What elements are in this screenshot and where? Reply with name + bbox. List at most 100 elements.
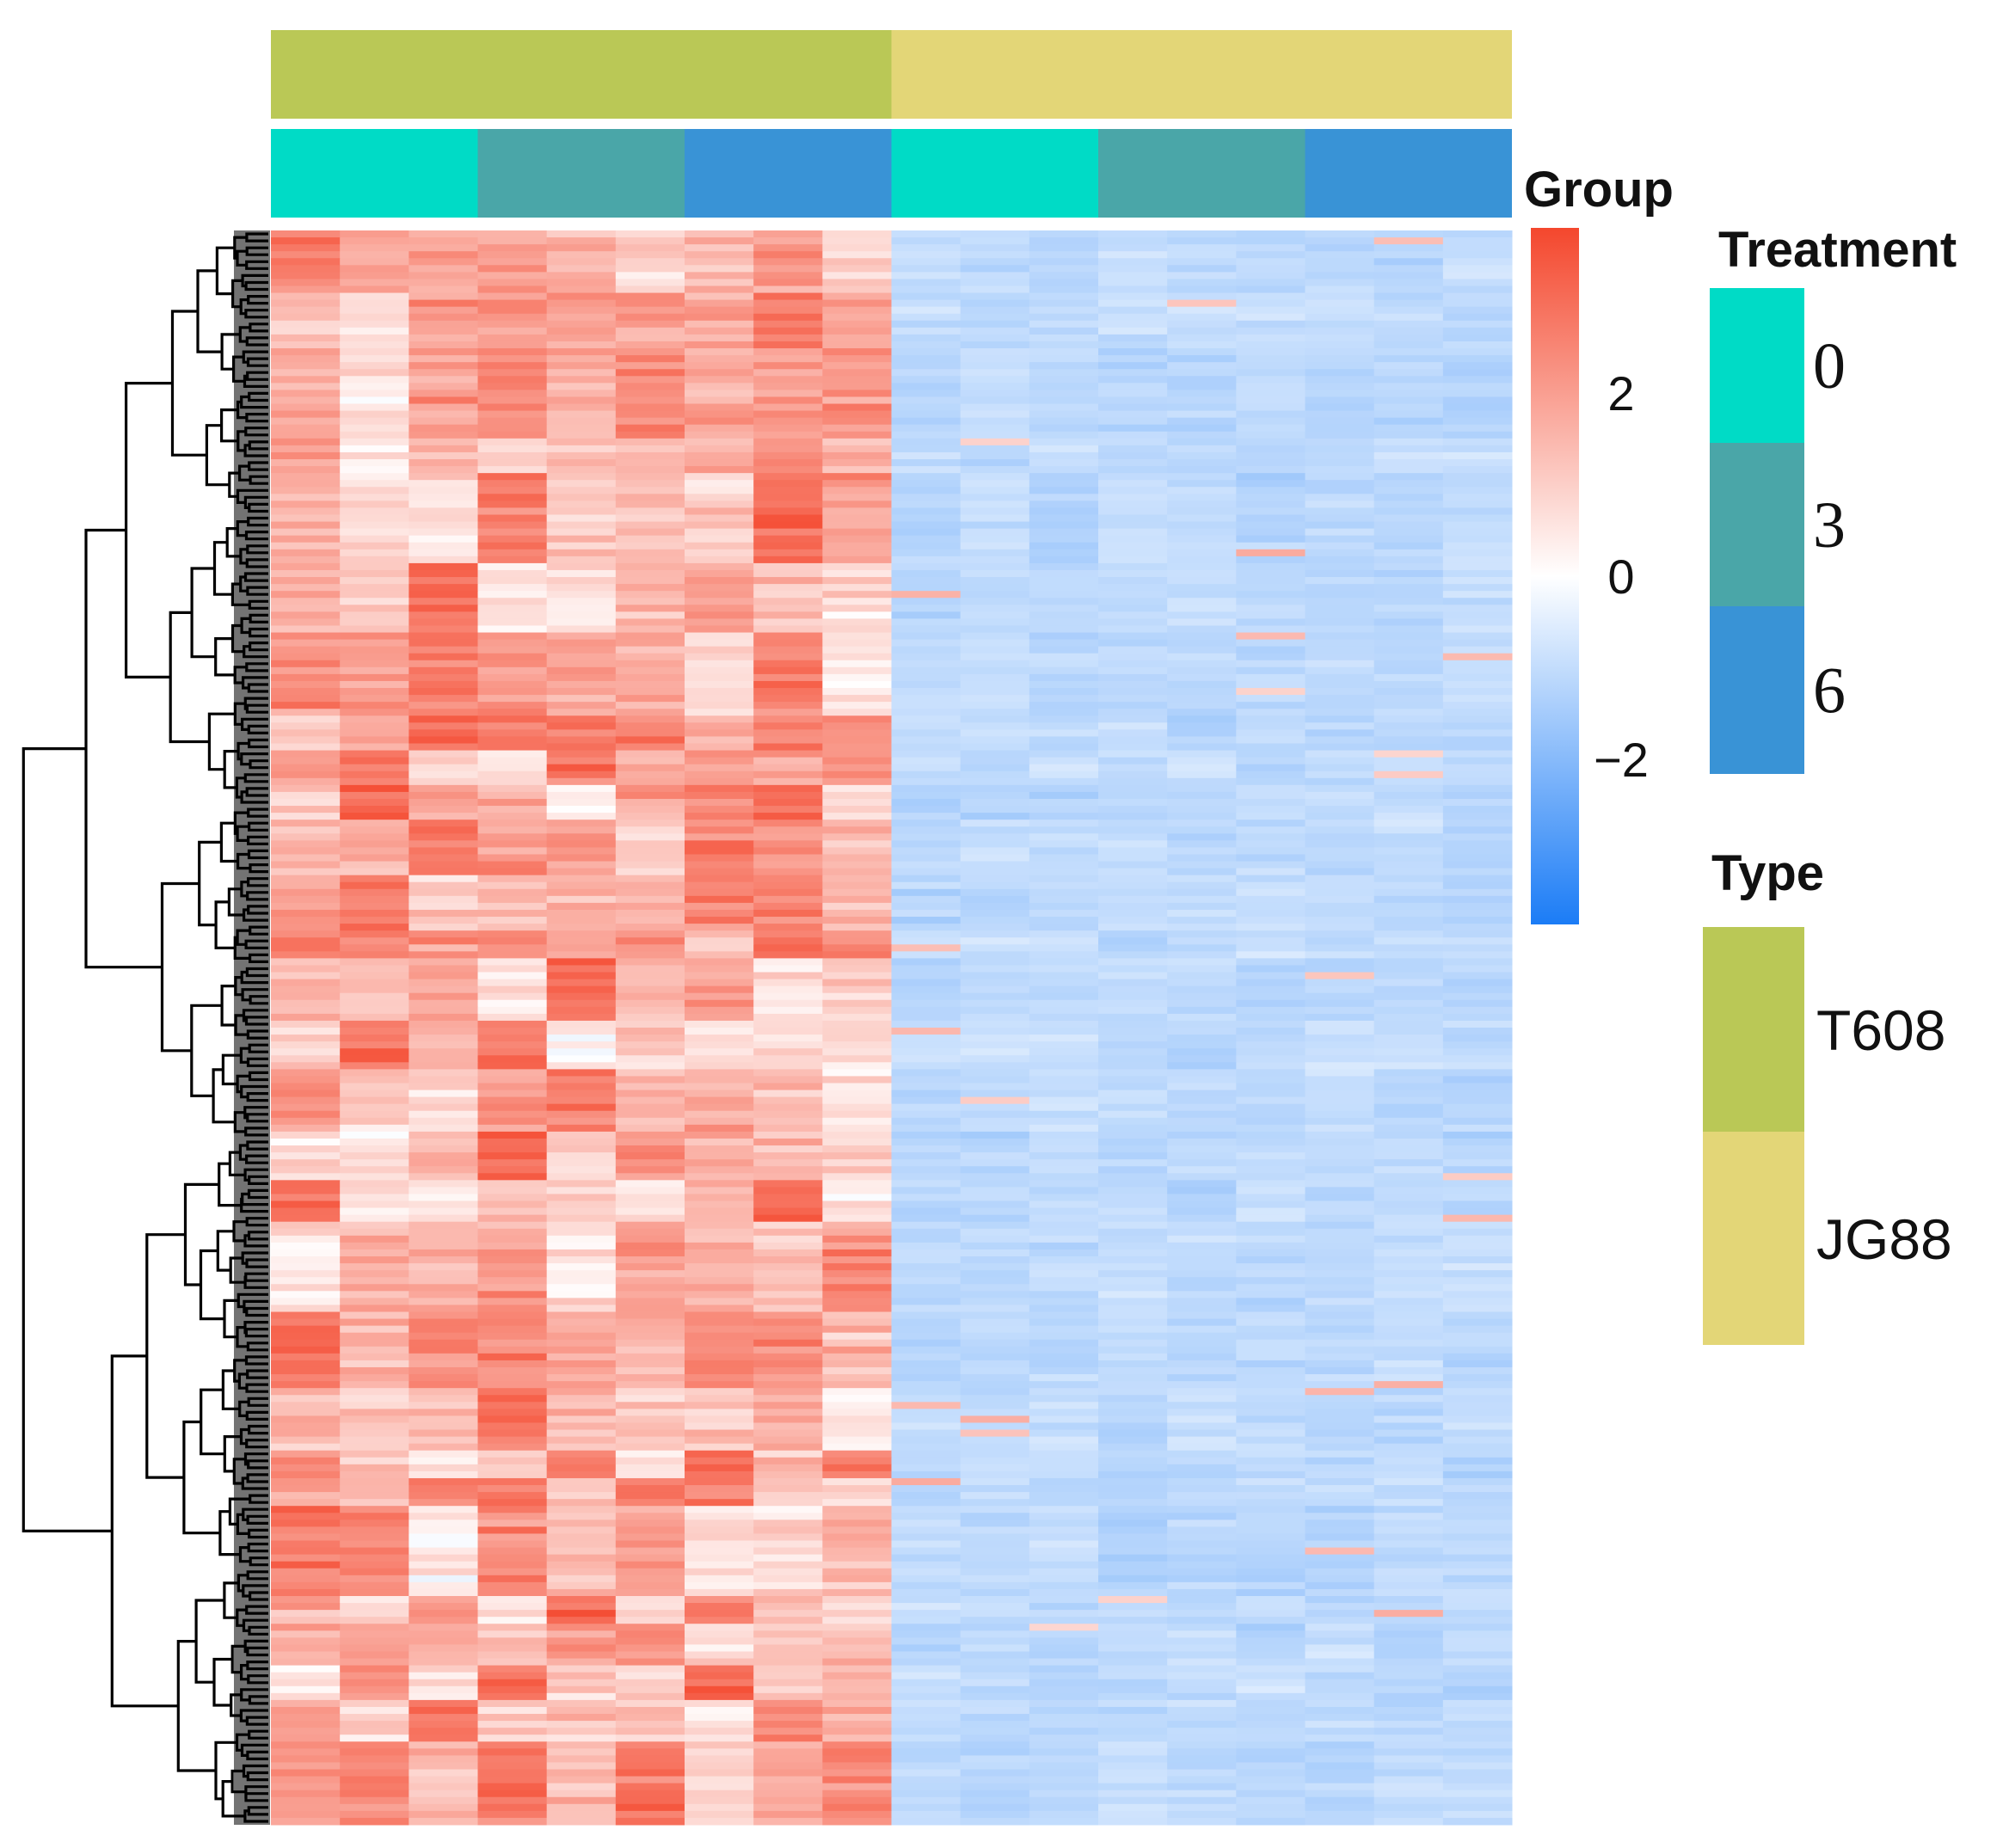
heatmap-cell bbox=[1236, 992, 1306, 1001]
heatmap-cell bbox=[615, 431, 685, 439]
heatmap-cell bbox=[1098, 639, 1168, 648]
heatmap-cell bbox=[1236, 909, 1306, 918]
heatmap-cell bbox=[891, 1124, 962, 1133]
heatmap-cell bbox=[891, 1388, 962, 1396]
heatmap-cell bbox=[1167, 1581, 1237, 1590]
heatmap-cell bbox=[1029, 1499, 1099, 1507]
heatmap-cell bbox=[1373, 895, 1444, 904]
heatmap-cell bbox=[685, 1513, 754, 1520]
heatmap-cell bbox=[1098, 1277, 1168, 1285]
heatmap-cell bbox=[1305, 1409, 1375, 1416]
heatmap-cell bbox=[615, 680, 685, 689]
heatmap-cell bbox=[340, 251, 409, 259]
heatmap-cell bbox=[340, 972, 409, 980]
heatmap-cell bbox=[1305, 1595, 1375, 1604]
heatmap-cell bbox=[546, 1492, 617, 1500]
heatmap-cell bbox=[960, 895, 1030, 904]
heatmap-cell bbox=[546, 861, 617, 869]
heatmap-cell bbox=[1373, 369, 1444, 377]
heatmap-cell bbox=[753, 1581, 823, 1590]
heatmap-cell bbox=[822, 1520, 892, 1527]
heatmap-cell bbox=[271, 1796, 341, 1805]
heatmap-cell bbox=[1373, 909, 1444, 918]
heatmap-cell bbox=[1029, 1692, 1099, 1701]
heatmap-cell bbox=[546, 1346, 617, 1354]
heatmap-cell bbox=[1098, 598, 1168, 605]
heatmap-cell bbox=[960, 1554, 1030, 1563]
heatmap-cell bbox=[271, 1028, 341, 1035]
heatmap-cell bbox=[1305, 944, 1375, 952]
heatmap-cell bbox=[409, 535, 478, 543]
heatmap-cell bbox=[1373, 1138, 1444, 1146]
heatmap-cell bbox=[1373, 1721, 1444, 1728]
heatmap-cell bbox=[615, 840, 685, 848]
heatmap-cell bbox=[891, 1332, 962, 1341]
heatmap-cell bbox=[822, 833, 892, 841]
heatmap-cell bbox=[1029, 1415, 1099, 1423]
heatmap-cell bbox=[960, 265, 1030, 273]
heatmap-cell bbox=[1098, 1769, 1168, 1777]
heatmap-cell bbox=[960, 666, 1030, 675]
heatmap-cell bbox=[753, 875, 823, 883]
heatmap-cell bbox=[1373, 341, 1444, 349]
heatmap-cell bbox=[615, 1685, 685, 1694]
heatmap-cell bbox=[615, 666, 685, 675]
heatmap-cell bbox=[615, 1526, 685, 1534]
heatmap-cell bbox=[1373, 881, 1444, 890]
heatmap-cell bbox=[753, 598, 823, 605]
heatmap-cell bbox=[477, 1200, 548, 1209]
heatmap-cell bbox=[1305, 1353, 1375, 1361]
heatmap-cell bbox=[409, 514, 478, 523]
heatmap-cell bbox=[1373, 1353, 1444, 1361]
heatmap-cell bbox=[753, 695, 823, 703]
heatmap-cell bbox=[960, 611, 1030, 619]
heatmap-cell bbox=[1442, 813, 1513, 820]
heatmap-cell bbox=[546, 1630, 617, 1638]
heatmap-cell bbox=[1305, 806, 1375, 813]
heatmap-cell bbox=[891, 736, 962, 744]
heatmap-cell bbox=[960, 1305, 1030, 1312]
heatmap-cell bbox=[1236, 806, 1306, 813]
heatmap-cell bbox=[340, 1360, 409, 1368]
heatmap-cell bbox=[546, 1263, 617, 1271]
heatmap-cell bbox=[685, 1284, 754, 1292]
heatmap-cell bbox=[753, 528, 823, 537]
heatmap-cell bbox=[409, 1644, 478, 1652]
heatmap-cell bbox=[822, 341, 892, 349]
heatmap-cell bbox=[891, 1783, 962, 1791]
heatmap-cell bbox=[615, 985, 685, 994]
heatmap-cell bbox=[1236, 1200, 1306, 1209]
heatmap-cell bbox=[1098, 584, 1168, 592]
heatmap-cell bbox=[546, 1173, 617, 1181]
heatmap-cell bbox=[960, 1318, 1030, 1327]
heatmap-cell bbox=[1167, 1699, 1237, 1708]
heatmap-cell bbox=[1373, 334, 1444, 342]
heatmap-cell bbox=[1442, 1214, 1513, 1223]
heatmap-cell bbox=[822, 1699, 892, 1708]
heatmap-cell bbox=[1236, 327, 1306, 335]
heatmap-cell bbox=[960, 1173, 1030, 1181]
heatmap-cell bbox=[1373, 279, 1444, 286]
heatmap-cell bbox=[1236, 1194, 1306, 1202]
heatmap-cell bbox=[1029, 1637, 1099, 1645]
heatmap-cell bbox=[822, 1783, 892, 1791]
heatmap-cell bbox=[546, 1395, 617, 1403]
heatmap-cell bbox=[1236, 320, 1306, 328]
heatmap-cell bbox=[1373, 1477, 1444, 1486]
heatmap-cell bbox=[1305, 265, 1375, 273]
heatmap-cell bbox=[1029, 1721, 1099, 1728]
heatmap-cell bbox=[1373, 1318, 1444, 1327]
heatmap-cell bbox=[1305, 1610, 1375, 1618]
heatmap-cell bbox=[615, 1533, 685, 1541]
heatmap-cell bbox=[409, 611, 478, 619]
heatmap-cell bbox=[615, 390, 685, 397]
heatmap-cell bbox=[546, 985, 617, 994]
heatmap-cell bbox=[477, 1263, 548, 1271]
heatmap-cell bbox=[1098, 1103, 1168, 1112]
heatmap-cell bbox=[1373, 666, 1444, 675]
heatmap-cell bbox=[1373, 1603, 1444, 1611]
heatmap-cell bbox=[1305, 750, 1375, 758]
heatmap-cell bbox=[340, 1783, 409, 1791]
heatmap-cell bbox=[271, 1207, 341, 1216]
heatmap-cell bbox=[340, 1381, 409, 1389]
